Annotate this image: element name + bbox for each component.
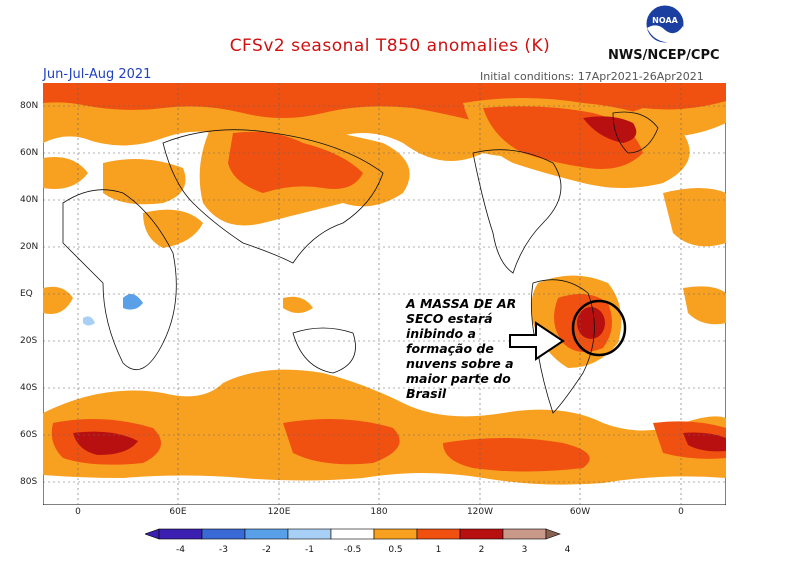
lon-label: 180 [370,507,388,517]
lat-label: 20N [20,242,39,252]
season-label: Jun-Jul-Aug 2021 [43,67,152,82]
colorbar-tick-label: -3 [219,545,228,555]
colorbar-tick-label: 1 [436,545,442,555]
lon-label: 60E [169,507,187,517]
annotation-text: A MASSA DE AR SECO estará inibindo a for… [406,296,566,401]
anomaly-map [43,83,726,505]
annotation-line: formação de [406,341,494,356]
lat-label: 80S [20,477,38,487]
annotation-line: nuvens sobre a [406,356,514,371]
initial-conditions-label: Initial conditions: 17Apr2021-26Apr2021 [480,70,704,83]
agency-label: NWS/NCEP/CPC [608,48,720,63]
colorbar-tick-label: 2 [479,545,485,555]
colorbar-tick-label: 3 [522,545,528,555]
noaa-logo: NOAA [645,4,685,44]
lon-label: 120E [267,507,291,517]
lon-label: 120W [466,507,494,517]
annotation-line: SECO estará [406,311,493,326]
lon-label: 0 [75,507,81,517]
colorbar-arrow-low [145,528,160,540]
colorbar-arrow-high [545,528,561,540]
colorbar-tick-label: -2 [262,545,271,555]
annotation-line: Brasil [406,386,447,401]
lon-label: 0 [678,507,684,517]
svg-text:NOAA: NOAA [652,16,678,25]
colorbar-block [287,528,332,540]
lat-label: EQ [20,289,33,299]
annotation-line: A MASSA DE AR [406,296,517,311]
colorbar-block [502,528,547,540]
anomaly-fill-south [43,369,726,485]
highlight-circle [571,299,627,357]
map-gridlines [43,83,726,505]
colorbar-tick-label: -4 [176,545,185,555]
colorbar-tick-label: -0.5 [344,545,362,555]
colorbar-block [330,528,375,540]
colorbar-block [416,528,461,540]
anomaly-fill-north [43,83,726,248]
lat-label: 40N [20,195,39,205]
annotation-line: inibindo a [406,326,476,341]
lat-label: 20S [20,336,38,346]
colorbar-block [373,528,418,540]
lon-label: 60W [569,507,591,517]
lat-label: 40S [20,383,38,393]
colorbar-block [201,528,246,540]
colorbar-block [459,528,504,540]
lat-label: 60S [20,430,38,440]
colorbar: -4 -3 -2 -1 -0.5 0.5 1 2 3 4 [145,528,571,555]
lat-label: 80N [20,101,39,111]
colorbar-tick-label: -1 [305,545,314,555]
colorbar-block [244,528,289,540]
annotation-line: maior parte do [406,371,511,386]
colorbar-block [158,528,203,540]
map-title: CFSv2 seasonal T850 anomalies (K) [229,36,551,56]
annotation-arrow [509,321,565,361]
colorbar-tick-label: 4 [565,545,571,555]
lat-label: 60N [20,148,39,158]
colorbar-tick-label: 0.5 [388,545,402,555]
